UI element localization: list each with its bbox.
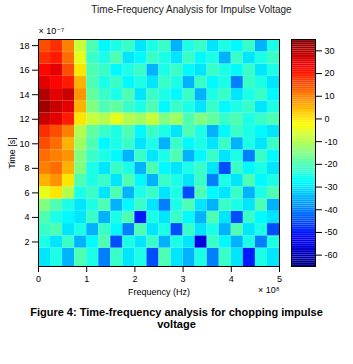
svg-text:-30: -30 (325, 182, 338, 192)
svg-text:-40: -40 (325, 205, 338, 215)
svg-text:-20: -20 (325, 159, 338, 169)
svg-text:6: 6 (24, 188, 29, 198)
svg-text:0: 0 (36, 274, 41, 284)
svg-text:10: 10 (325, 91, 335, 101)
svg-text:Time [s]: Time [s] (7, 137, 17, 169)
svg-text:20: 20 (325, 68, 335, 78)
svg-text:-50: -50 (325, 227, 338, 237)
svg-text:8: 8 (24, 163, 29, 173)
svg-text:× 10⁸: × 10⁸ (258, 285, 280, 295)
svg-text:10: 10 (19, 139, 29, 149)
svg-text:2: 2 (132, 274, 137, 284)
svg-text:-10: -10 (325, 137, 338, 147)
svg-text:30: 30 (325, 46, 335, 56)
svg-text:14: 14 (19, 90, 29, 100)
svg-text:Frequency (Hz): Frequency (Hz) (128, 287, 190, 297)
svg-text:-60: -60 (325, 250, 338, 260)
svg-text:4: 4 (229, 274, 234, 284)
svg-text:3: 3 (181, 274, 186, 284)
svg-text:18: 18 (19, 41, 29, 51)
svg-text:12: 12 (19, 114, 29, 124)
svg-text:4: 4 (24, 212, 29, 222)
svg-text:× 10⁻⁷: × 10⁻⁷ (39, 26, 65, 36)
svg-text:2: 2 (24, 237, 29, 247)
svg-text:16: 16 (19, 65, 29, 75)
html-text:Time-Frequency Analysis for Im: Time-Frequency Analysis for Impulse Volt… (91, 4, 292, 15)
svg-text:1: 1 (84, 274, 89, 284)
svg-text:0: 0 (325, 114, 330, 124)
html-text:Figure 4: Time-frequency analy: Figure 4: Time-frequency analysis for ch… (30, 306, 323, 330)
svg-text:5: 5 (277, 274, 282, 284)
